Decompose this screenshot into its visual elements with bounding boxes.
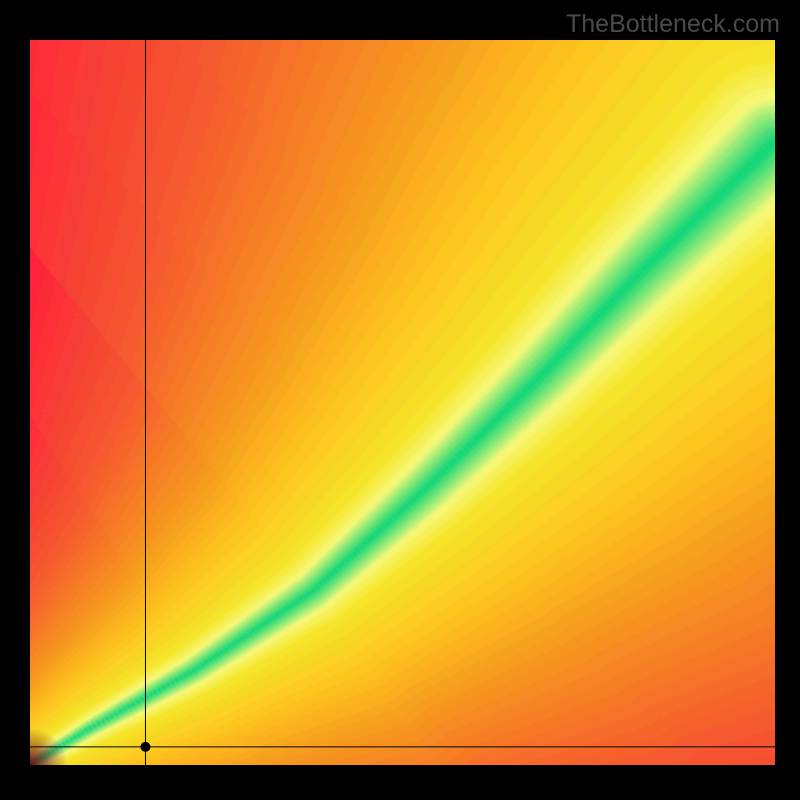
watermark-text: TheBottleneck.com [566, 10, 780, 39]
crosshair-overlay [30, 40, 775, 765]
data-point [140, 742, 150, 752]
heatmap-plot [30, 40, 775, 765]
